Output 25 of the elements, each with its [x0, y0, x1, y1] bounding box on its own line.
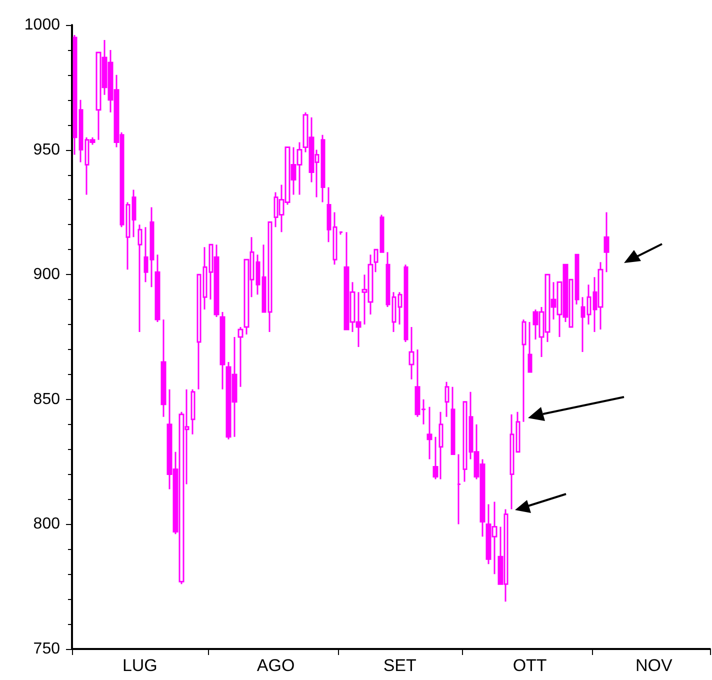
candlestick: [238, 326, 244, 388]
x-tick-label: OTT: [512, 656, 547, 675]
candlestick: [456, 454, 462, 525]
candlestick: [604, 211, 610, 273]
x-tick-label: AGO: [256, 656, 295, 675]
y-tick-label: 850: [33, 390, 60, 408]
candlestick: [426, 406, 432, 460]
candlestick: [528, 321, 532, 373]
y-tick-label: 800: [33, 516, 60, 533]
x-tick-label: NOV: [635, 656, 673, 675]
candlestick: [220, 311, 226, 390]
candlestick: [138, 224, 142, 333]
candlestick: [522, 318, 526, 423]
y-tick-label: 750: [33, 640, 60, 658]
x-tick-label: SET: [383, 656, 416, 675]
candlestick: [450, 386, 456, 456]
x-tick-label: LUG: [122, 656, 158, 675]
y-tick-label: 950: [33, 141, 60, 158]
candlestick: [154, 254, 160, 323]
y-tick-label: 900: [33, 266, 60, 284]
candlestick: [444, 381, 450, 418]
candlestick: [190, 388, 196, 436]
candlestick: [160, 318, 166, 418]
y-tick-label: 1000: [24, 16, 60, 34]
candlestick: [408, 326, 414, 380]
